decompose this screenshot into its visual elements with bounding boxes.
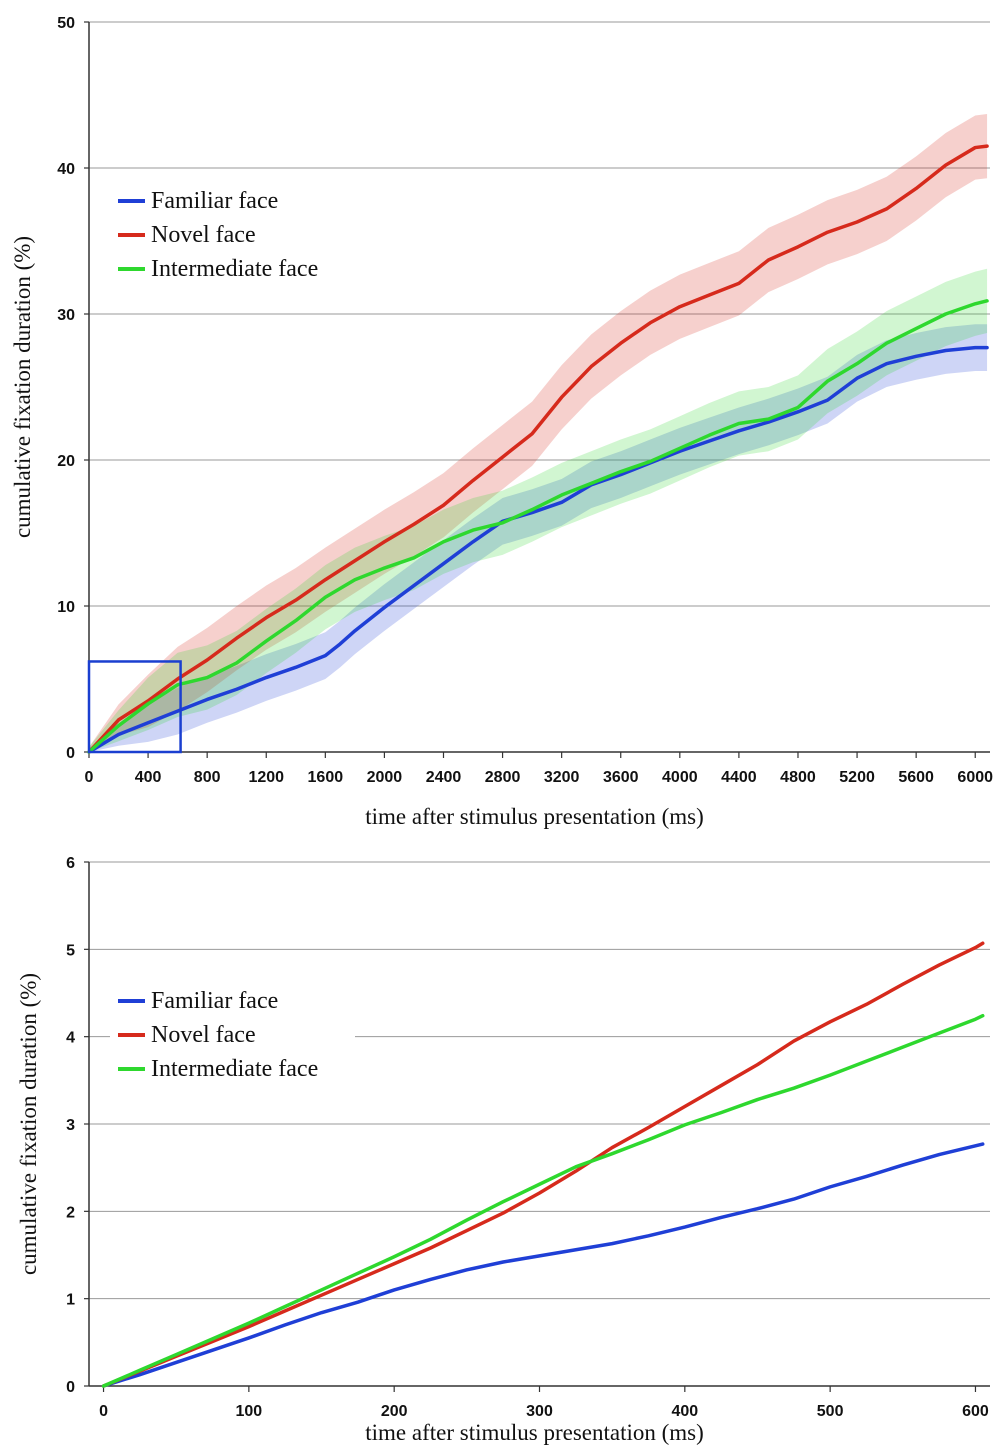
x-tick-label: 3600: [603, 769, 639, 786]
x-tick-label: 2400: [426, 769, 462, 786]
series-line: [101, 1142, 985, 1388]
x-tick-label: 500: [817, 1403, 844, 1420]
legend-label: Familiar face: [151, 988, 278, 1014]
x-tick-label: 400: [671, 1403, 698, 1420]
y-tick-label: 0: [66, 1379, 75, 1396]
legend: Familiar face Novel face Intermediate face: [118, 188, 318, 282]
series-line: [101, 941, 985, 1388]
y-axis-label: cumulative fixation duration (%): [16, 973, 41, 1275]
y-tick-label: 10: [57, 599, 75, 616]
y-tick-label: 3: [66, 1117, 75, 1134]
y-tick-label: 4: [66, 1030, 75, 1047]
x-tick-label: 4800: [780, 769, 816, 786]
chart-bottom: 0 1 2 3 4 5 6 0 100 200 300 400 500 600 time after sti…: [16, 855, 990, 1445]
y-axis-label: cumulative fixation duration (%): [10, 236, 35, 538]
x-tick-label: 1600: [308, 769, 344, 786]
y-tick-label: 50: [57, 15, 75, 32]
x-tick-label: 200: [381, 1403, 408, 1420]
y-tick-label: 5: [66, 942, 75, 959]
x-tick-label: 5600: [898, 769, 934, 786]
x-axis-label: time after stimulus presentation (ms): [365, 1420, 704, 1445]
x-tick-label: 6000: [957, 769, 993, 786]
series-line: [101, 1013, 985, 1388]
y-tick-label: 6: [66, 855, 75, 872]
x-tick-label: 800: [194, 769, 221, 786]
y-tick-label: 40: [57, 161, 75, 178]
series-error-band: [89, 324, 988, 752]
x-axis-label: time after stimulus presentation (ms): [365, 804, 704, 829]
x-tick-label: 600: [962, 1403, 989, 1420]
legend-label: Familiar face: [151, 188, 278, 214]
x-tick-label: 4000: [662, 769, 698, 786]
x-tick-label: 0: [99, 1403, 108, 1420]
x-tick-label: 300: [526, 1403, 553, 1420]
legend: Familiar face Novel face Intermediate face: [110, 982, 355, 1098]
zoom-region-box: [87, 660, 182, 754]
y-tick-label: 0: [66, 745, 75, 762]
legend-background: [110, 982, 355, 1098]
y-tick-label: 1: [66, 1292, 75, 1309]
x-tick-label: 400: [135, 769, 162, 786]
x-tick-label: 0: [85, 769, 94, 786]
y-tick-label: 2: [66, 1204, 75, 1221]
legend-label: Novel face: [151, 222, 256, 248]
x-tick-label: 1200: [248, 769, 284, 786]
x-tick-label: 4400: [721, 769, 757, 786]
series-line: [87, 299, 989, 754]
legend-label: Intermediate face: [151, 256, 318, 282]
x-tick-label: 3200: [544, 769, 580, 786]
legend-label: Intermediate face: [151, 1056, 318, 1082]
series-line: [87, 144, 989, 754]
x-tick-label: 2000: [367, 769, 403, 786]
series-error-band: [89, 113, 988, 753]
x-tick-label: 2800: [485, 769, 521, 786]
legend-label: Novel face: [151, 1022, 256, 1048]
y-tick-label: 30: [57, 307, 75, 324]
x-tick-label: 100: [236, 1403, 263, 1420]
chart-top: 0 10 20 30 40 50 0 400 800 1200 1600 2000 2400 2800 32…: [10, 15, 993, 829]
y-tick-label: 20: [57, 453, 75, 470]
x-tick-label: 5200: [839, 769, 875, 786]
